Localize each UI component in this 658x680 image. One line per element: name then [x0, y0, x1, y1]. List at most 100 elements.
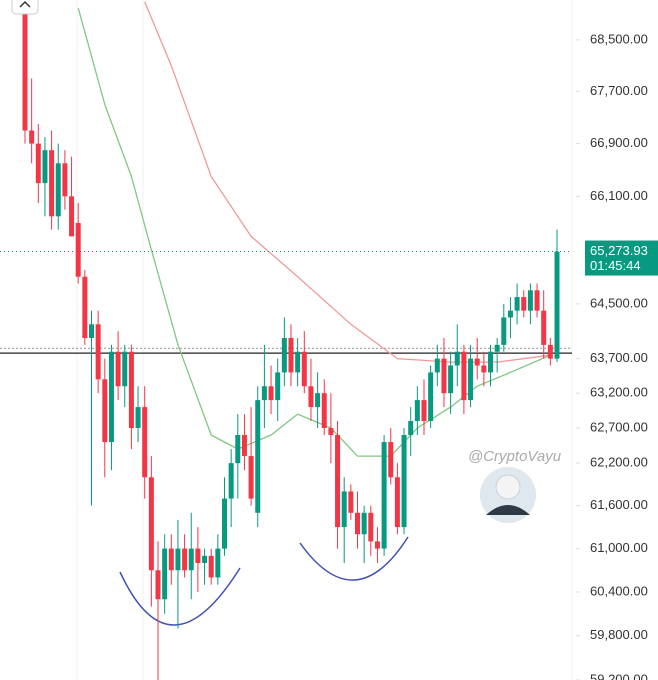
candle-body: [474, 358, 480, 366]
pattern-curve: [119, 567, 241, 626]
candle-body: [255, 400, 261, 513]
pattern-curve: [299, 536, 409, 581]
y-tick-label: 66,100.00: [590, 188, 648, 203]
candle-body: [301, 351, 307, 387]
y-tick-label: 66,900.00: [590, 135, 648, 150]
candle-body: [75, 222, 81, 277]
countdown-label: 01:45:44: [590, 258, 641, 273]
candle-body: [461, 351, 467, 401]
candle-body: [102, 379, 108, 443]
y-tick-label: 67,700.00: [590, 83, 648, 98]
candle-body: [554, 251, 560, 359]
candle-body: [448, 365, 454, 394]
candle-body: [468, 358, 474, 401]
candle-body: [434, 358, 440, 373]
last-price-label: 65,273.93: [590, 243, 648, 258]
y-tick-label: 61,600.00: [590, 497, 648, 512]
candle-body: [42, 150, 48, 184]
candle-body: [115, 351, 121, 387]
scroll-button[interactable]: [11, 0, 39, 15]
y-tick-label: 62,200.00: [590, 455, 648, 470]
candle-body: [69, 196, 75, 237]
y-tick-label: 64,500.00: [590, 295, 648, 310]
candle-body: [122, 351, 128, 387]
candle-body: [481, 365, 487, 373]
avatar-face: [495, 474, 521, 500]
candle-body: [534, 290, 540, 311]
chevron: [19, 0, 31, 8]
candle-body: [222, 498, 227, 549]
candle-body: [188, 548, 194, 571]
watermark: @CryptoVayu: [468, 448, 562, 465]
candle-body: [29, 130, 35, 144]
candle-body: [394, 477, 400, 528]
candle-body: [162, 548, 168, 600]
candle-body: [494, 344, 500, 352]
candle-body: [315, 393, 321, 408]
candle-body: [202, 555, 208, 564]
candle-body: [348, 491, 354, 513]
candle-body: [135, 407, 141, 429]
candle-body: [248, 456, 254, 499]
candle-body: [215, 548, 221, 578]
candle-body: [547, 344, 553, 359]
candle-body: [361, 512, 367, 535]
candle-body: [414, 400, 420, 422]
candle-body: [507, 310, 513, 318]
candle-body: [308, 386, 314, 408]
candle-body: [261, 386, 267, 401]
candle-body: [368, 512, 374, 542]
candle-body: [95, 324, 101, 380]
candle-body: [268, 386, 274, 401]
candle-body: [355, 512, 360, 535]
candle-body: [235, 435, 241, 464]
moving-average: [144, 1, 551, 363]
y-tick-label: 63,700.00: [590, 350, 648, 365]
candle-body: [321, 393, 327, 429]
y-tick-label: 63,200.00: [590, 385, 648, 400]
candle-body: [527, 290, 533, 311]
candle-body: [374, 541, 380, 549]
candle-body: [108, 351, 114, 443]
candle-body: [182, 548, 188, 571]
candle-body: [454, 351, 460, 366]
grid: [76, 0, 573, 680]
candle-body: [208, 555, 214, 578]
y-tick-label: 59,800.00: [590, 627, 648, 642]
y-tick-label: 62,700.00: [590, 419, 648, 434]
candle-body: [82, 276, 88, 338]
candle-body: [62, 163, 68, 197]
candle-body: [142, 407, 148, 478]
y-tick-label: 68,500.00: [590, 31, 648, 46]
candle-body: [128, 351, 134, 429]
candle-body: [175, 548, 181, 571]
candle-body: [288, 337, 294, 373]
y-tick-label: 61,000.00: [590, 540, 648, 555]
candle-body: [195, 548, 201, 564]
candle-body: [35, 143, 41, 184]
candle-body: [55, 163, 61, 217]
candle-body: [168, 548, 174, 571]
candle-body: [341, 491, 347, 528]
candle-body: [388, 442, 394, 478]
candle-body: [241, 435, 247, 457]
candle-body: [541, 310, 547, 345]
candle-body: [408, 421, 414, 436]
candle-body: [514, 297, 520, 311]
candle-body: [155, 570, 161, 600]
candle-body: [335, 435, 341, 528]
marks: [0, 0, 572, 680]
candle-body: [22, 1, 28, 131]
candle-body: [501, 317, 507, 345]
candle-body: [228, 463, 234, 499]
y-tick-label: 59,200.00: [590, 671, 648, 680]
price-tag: [585, 240, 658, 276]
candle-body: [281, 337, 287, 373]
candle-body: [148, 477, 154, 571]
candle-body: [401, 435, 407, 528]
candle-body: [295, 351, 301, 373]
candle-body: [488, 351, 493, 373]
candle-body: [521, 297, 527, 311]
candle-body: [381, 442, 387, 549]
